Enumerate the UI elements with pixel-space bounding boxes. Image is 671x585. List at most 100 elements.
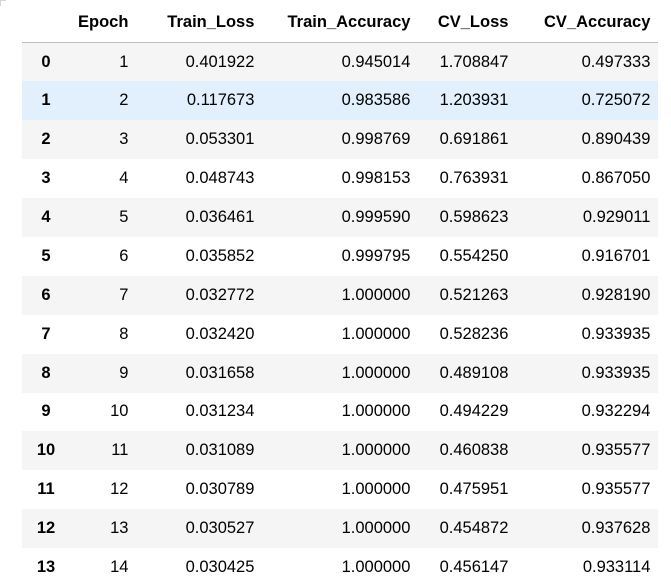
cell-train-accuracy: 1.000000 xyxy=(341,519,411,538)
row-index: 5 xyxy=(41,246,51,265)
table-row: 7 8 0.032420 1.000000 0.528236 0.933935 xyxy=(22,315,658,354)
cell-train-loss: 0.117673 xyxy=(186,91,255,110)
cell-cv-accuracy: 0.725072 xyxy=(581,91,651,110)
cell-train-accuracy: 0.999590 xyxy=(341,208,411,226)
cell-train-loss: 0.048743 xyxy=(185,169,255,188)
cell-train-loss: 0.031234 xyxy=(185,402,255,421)
cell-train-loss: 0.030527 xyxy=(185,519,255,538)
header-epoch: Epoch xyxy=(70,2,137,43)
table-row: 9 10 0.031234 1.000000 0.494229 0.932294 xyxy=(22,393,658,432)
cell-train-accuracy: 0.983586 xyxy=(341,91,411,110)
cell-epoch: 6 xyxy=(119,246,129,265)
cell-train-loss: 0.053301 xyxy=(185,130,255,149)
cell-train-accuracy: 0.999795 xyxy=(341,246,411,265)
cell-cv-accuracy: 0.497333 xyxy=(581,52,651,71)
table-row: 5 6 0.035852 0.999795 0.554250 0.916701 xyxy=(22,237,658,276)
cell-epoch: 10 xyxy=(110,402,129,421)
cell-epoch: 5 xyxy=(119,208,129,226)
output-corner-marker xyxy=(0,0,6,6)
header-train-loss: Train_Loss xyxy=(136,2,263,43)
row-index: 8 xyxy=(41,363,51,382)
cell-train-loss: 0.030425 xyxy=(185,558,255,577)
cell-epoch: 3 xyxy=(119,130,129,149)
cell-epoch: 9 xyxy=(119,363,129,382)
cell-train-accuracy: 0.998153 xyxy=(341,169,411,188)
header-row: Epoch Train_Loss Train_Accuracy CV_Loss … xyxy=(22,2,659,43)
header-cv-loss: CV_Loss xyxy=(418,2,517,43)
cell-cv-loss: 1.708847 xyxy=(439,52,509,71)
table-row: 1 2 0.117673 0.983586 1.203931 0.725072 xyxy=(22,81,659,121)
cell-train-loss: 0.031658 xyxy=(185,363,255,382)
cell-epoch: 2 xyxy=(119,91,129,110)
table-row: 6 7 0.032772 1.000000 0.521263 0.928190 xyxy=(22,275,659,315)
row-index: 10 xyxy=(36,441,56,460)
cell-train-accuracy: 1.000000 xyxy=(341,480,411,499)
cell-cv-accuracy: 0.890439 xyxy=(581,130,651,149)
cell-cv-accuracy: 0.916701 xyxy=(581,246,651,265)
cell-epoch: 4 xyxy=(119,169,129,188)
cell-train-accuracy: 1.000000 xyxy=(341,363,411,382)
table-row: 10 11 0.031089 1.000000 0.460838 0.935577 xyxy=(22,431,659,471)
header-train-accuracy: Train_Accuracy xyxy=(262,2,419,43)
row-index: 1 xyxy=(41,91,51,110)
cell-train-accuracy: 0.998769 xyxy=(341,130,411,149)
cell-epoch: 12 xyxy=(110,480,129,499)
cell-cv-loss: 0.475951 xyxy=(439,480,509,499)
cell-train-loss: 0.030789 xyxy=(185,480,255,499)
cell-cv-accuracy: 0.928190 xyxy=(581,285,651,304)
cell-train-loss: 0.036461 xyxy=(185,208,255,226)
row-index: 7 xyxy=(41,324,51,343)
cell-cv-loss: 0.763931 xyxy=(439,169,509,188)
row-index: 12 xyxy=(36,519,56,538)
cell-cv-loss: 0.554250 xyxy=(439,246,509,265)
row-index: 11 xyxy=(37,480,55,499)
table-row: 13 14 0.030425 1.000000 0.456147 0.933114 xyxy=(22,548,658,585)
cell-cv-loss: 0.521263 xyxy=(439,285,509,304)
cell-cv-accuracy: 0.935577 xyxy=(581,441,651,460)
cell-epoch: 11 xyxy=(111,441,129,460)
row-index: 4 xyxy=(41,208,51,226)
cell-cv-accuracy: 0.935577 xyxy=(581,480,651,499)
cell-cv-accuracy: 0.932294 xyxy=(581,402,651,421)
cell-cv-loss: 0.691861 xyxy=(439,130,509,149)
cell-train-accuracy: 1.000000 xyxy=(341,558,411,577)
header-index xyxy=(22,2,70,43)
cell-train-accuracy: 1.000000 xyxy=(341,402,411,421)
cell-cv-accuracy: 0.933935 xyxy=(581,363,651,382)
cell-cv-accuracy: 0.933935 xyxy=(581,324,651,343)
table-body: 0 1 0.401922 0.945014 1.708847 0.497333 1 2 0.11… xyxy=(22,42,659,585)
cell-epoch: 8 xyxy=(119,324,129,343)
row-index: 13 xyxy=(36,558,56,577)
header-cv-accuracy: CV_Accuracy xyxy=(516,2,659,43)
cell-cv-loss: 0.460838 xyxy=(439,441,509,460)
dataframe-table: Epoch Train_Loss Train_Accuracy CV_Loss … xyxy=(22,2,659,585)
cell-train-loss: 0.031089 xyxy=(185,441,255,460)
cell-cv-accuracy: 0.937628 xyxy=(581,519,651,538)
cell-cv-loss: 0.494229 xyxy=(439,402,509,421)
cell-train-loss: 0.035852 xyxy=(185,246,255,265)
cell-cv-loss: 0.528236 xyxy=(439,324,509,343)
row-index: 0 xyxy=(41,52,51,71)
table-row: 12 13 0.030527 1.000000 0.454872 0.937628 xyxy=(22,509,659,549)
cell-cv-loss: 0.598623 xyxy=(439,208,509,226)
cell-cv-loss: 0.454872 xyxy=(439,519,509,538)
cell-cv-loss: 1.203931 xyxy=(439,91,509,110)
cell-cv-accuracy: 0.867050 xyxy=(581,169,651,188)
row-index: 6 xyxy=(41,285,51,304)
cell-cv-loss: 0.456147 xyxy=(439,558,509,577)
cell-cv-loss: 0.489108 xyxy=(439,363,509,382)
cell-cv-accuracy: 0.933114 xyxy=(582,558,651,577)
cell-train-accuracy: 1.000000 xyxy=(341,441,411,460)
cell-cv-accuracy: 0.929011 xyxy=(582,208,651,226)
cell-epoch: 13 xyxy=(110,519,129,538)
cell-train-accuracy: 1.000000 xyxy=(341,324,411,343)
table-header: Epoch Train_Loss Train_Accuracy CV_Loss … xyxy=(22,2,659,43)
cell-epoch: 1 xyxy=(119,52,129,71)
row-index: 3 xyxy=(41,169,51,188)
cell-epoch: 14 xyxy=(110,558,129,577)
table-row: 3 4 0.048743 0.998153 0.763931 0.867050 xyxy=(22,159,658,198)
cell-train-loss: 0.032772 xyxy=(185,285,255,304)
table-row: 2 3 0.053301 0.998769 0.691861 0.890439 xyxy=(22,120,659,160)
cell-train-accuracy: 0.945014 xyxy=(341,52,411,71)
